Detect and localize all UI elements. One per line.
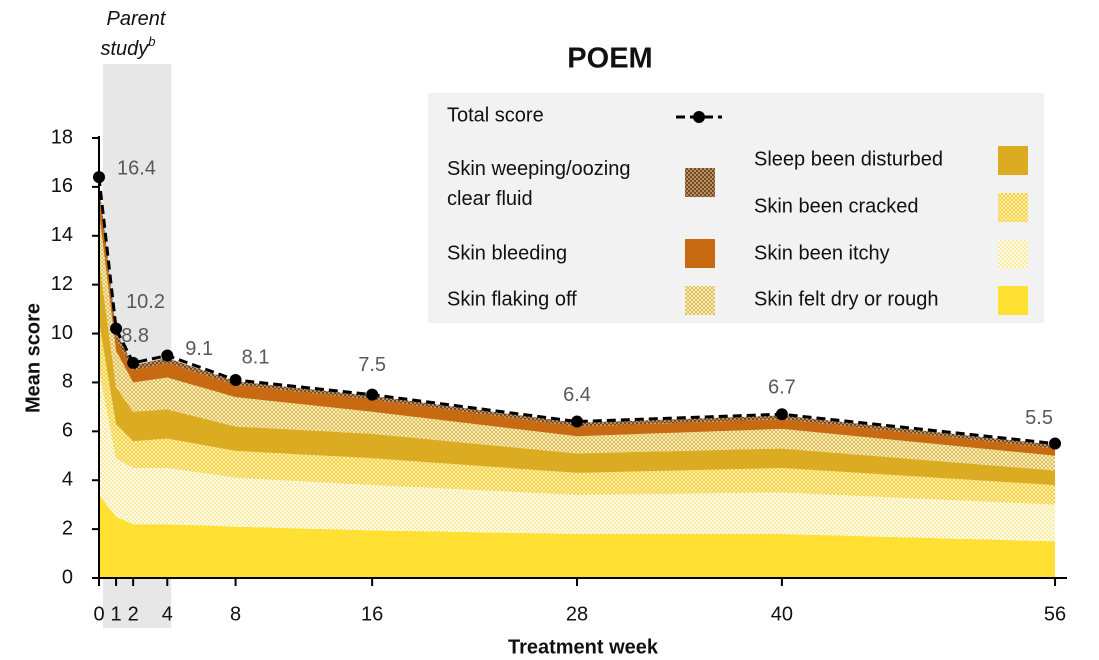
x-tick-label: 2: [128, 603, 139, 625]
data-label: 9.1: [185, 338, 213, 360]
legend-label: Total score: [447, 104, 544, 126]
legend-swatch: [685, 168, 715, 197]
data-label: 10.2: [126, 291, 165, 313]
legend-label: Skin bleeding: [447, 242, 567, 264]
total-point: [775, 408, 788, 421]
y-tick-label: 10: [51, 322, 73, 344]
y-axis-label: Mean score: [22, 303, 44, 413]
x-tick-label: 8: [230, 603, 241, 625]
data-label: 7.5: [358, 354, 386, 376]
y-tick-label: 12: [51, 273, 73, 295]
y-tick-label: 2: [62, 517, 73, 539]
legend-label: Skin flaking off: [447, 288, 577, 310]
x-tick-label: 56: [1044, 603, 1066, 625]
area: [99, 494, 1056, 578]
total-point: [1049, 437, 1062, 450]
x-axis-label: Treatment week: [508, 636, 659, 658]
legend-swatch: [998, 240, 1028, 269]
data-label: 16.4: [117, 157, 156, 179]
data-label: 8.1: [242, 346, 270, 368]
legend-label: Sleep been disturbed: [754, 148, 943, 170]
areas: [99, 182, 1056, 578]
chart-title: POEM: [567, 43, 652, 75]
total-point: [229, 374, 242, 386]
area: [99, 321, 1056, 505]
total-point: [127, 356, 140, 369]
data-label: 5.5: [1025, 407, 1053, 429]
y-tick-label: 8: [62, 371, 73, 393]
highlight-superscript: b: [148, 34, 155, 49]
x-tick-label: 1: [111, 603, 122, 625]
total-point: [366, 388, 379, 401]
data-label: 8.8: [121, 325, 149, 347]
legend-swatch: [998, 193, 1028, 222]
total-point: [93, 171, 105, 184]
y-tick-label: 14: [51, 224, 73, 246]
x-tick-label: 40: [771, 603, 793, 625]
x-tick-label: 0: [93, 603, 104, 625]
legend-swatch: [685, 286, 715, 315]
data-label: 6.4: [563, 384, 591, 406]
legend: Total score Skin felt dry or rough Skin be…: [447, 104, 1028, 315]
total-point: [161, 349, 174, 362]
total-line-group: 16.4 10.2 8.8 9.1 8.1 7.5 6.4 6.7 5.5: [93, 157, 1062, 450]
legend-swatch: [685, 239, 715, 268]
y-tick-label: 6: [62, 420, 73, 442]
legend-label: Skin been itchy: [754, 242, 890, 264]
y-tick-label: 4: [62, 469, 73, 491]
legend-box: [428, 93, 1044, 323]
legend-marker: [693, 111, 705, 123]
area: [99, 370, 1056, 542]
y-tick-label: 18: [51, 126, 73, 148]
total-point: [110, 322, 123, 335]
y-tick-label: 16: [51, 175, 73, 197]
y-tick-label: 0: [62, 566, 73, 588]
legend-label: Skin felt dry or rough: [754, 288, 939, 310]
x-tick-label: 16: [361, 603, 383, 625]
x-tick-label: 28: [566, 603, 588, 625]
highlight-label: Parent studyb: [100, 8, 166, 60]
x-tick-label: 4: [162, 603, 173, 625]
total-point: [571, 415, 584, 428]
data-label: 6.7: [768, 377, 796, 399]
legend-label: Skin been cracked: [754, 195, 919, 217]
legend-label: Skin weeping/oozing clear fluid: [447, 158, 630, 210]
legend-swatch: [998, 286, 1028, 315]
legend-swatch: [998, 146, 1028, 175]
